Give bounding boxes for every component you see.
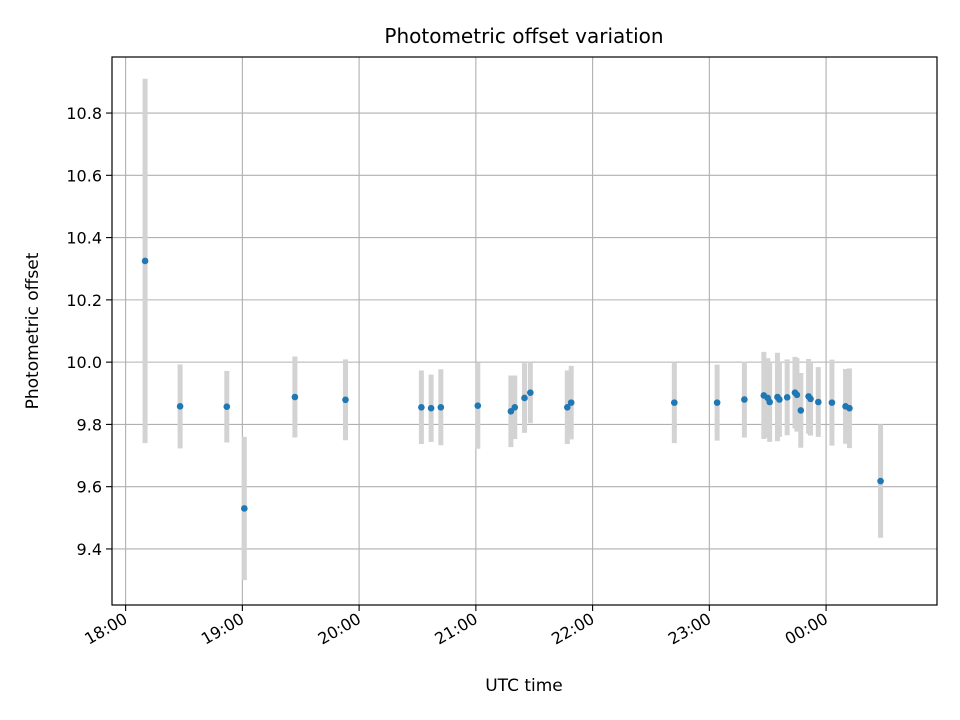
data-point <box>342 396 349 404</box>
data-point <box>783 394 791 401</box>
y-tick-label: 10.0 <box>66 353 102 372</box>
y-tick-label: 9.4 <box>77 540 102 559</box>
data-point <box>511 403 519 411</box>
y-tick-label: 9.6 <box>77 478 102 497</box>
data-point <box>828 399 836 406</box>
data-point <box>527 389 534 396</box>
data-point <box>815 398 822 406</box>
plot-area-frame <box>111 56 938 606</box>
data-point <box>241 505 248 512</box>
y-tick-label: 9.8 <box>77 415 102 434</box>
data-points <box>141 257 884 512</box>
y-tick-label: 10.4 <box>66 229 102 248</box>
y-axis-ticks: 9.4 9.6 9.8 10.0 10.2 10.4 10.6 10.8 <box>66 104 112 559</box>
data-point <box>776 396 783 403</box>
data-point <box>521 394 528 402</box>
data-point <box>141 257 149 265</box>
data-point <box>807 395 814 403</box>
y-tick-label: 10.2 <box>66 291 102 310</box>
data-point <box>671 399 678 406</box>
data-point <box>797 407 805 414</box>
data-point <box>793 391 801 399</box>
y-tick-label: 10.8 <box>66 104 102 123</box>
x-axis-title: UTC time <box>485 676 563 696</box>
data-point <box>877 477 884 485</box>
data-point <box>223 403 231 410</box>
data-point <box>291 393 299 401</box>
data-point <box>567 399 575 406</box>
data-point <box>766 398 773 406</box>
y-tick-label: 10.6 <box>66 166 102 185</box>
data-point <box>713 399 721 406</box>
data-point <box>474 402 482 410</box>
chart-title: Photometric offset variation <box>384 24 663 48</box>
data-point <box>741 396 748 403</box>
data-point <box>437 403 445 411</box>
data-point <box>176 403 184 410</box>
data-point <box>846 404 853 412</box>
data-point <box>564 403 571 411</box>
y-axis-title: Photometric offset <box>23 252 43 409</box>
data-point <box>427 404 435 412</box>
data-point <box>418 403 425 411</box>
